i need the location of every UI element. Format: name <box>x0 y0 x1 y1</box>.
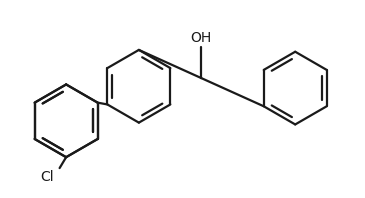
Text: OH: OH <box>191 31 212 45</box>
Text: Cl: Cl <box>41 170 54 184</box>
